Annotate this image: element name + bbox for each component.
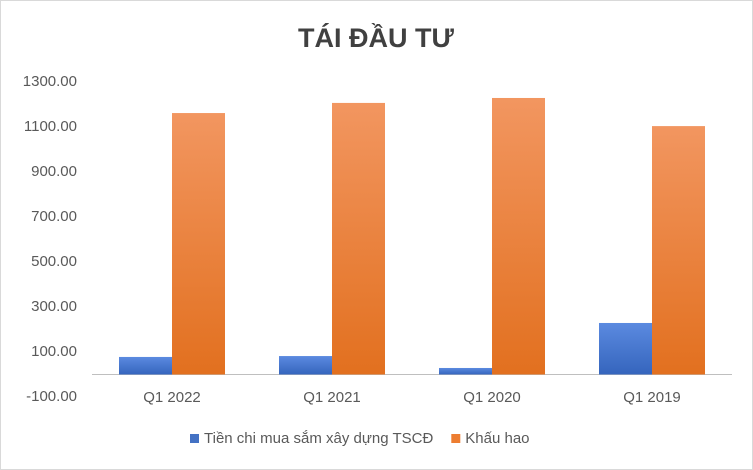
y-tick-label: 1300.00 <box>23 73 77 90</box>
bar <box>492 97 545 375</box>
y-tick-label: 700.00 <box>31 208 77 225</box>
bar <box>652 126 705 375</box>
bar <box>332 102 385 375</box>
legend-label: Khấu hao <box>465 430 529 447</box>
x-tick-label: Q1 2022 <box>143 389 201 406</box>
y-tick-label: 100.00 <box>31 343 77 360</box>
x-tick-label: Q1 2020 <box>463 389 521 406</box>
legend-swatch <box>451 434 461 443</box>
bar <box>439 367 492 375</box>
bar <box>172 113 225 375</box>
legend-label: Tiền chi mua sắm xây dựng TSCĐ <box>204 430 433 447</box>
x-tick-label: Q1 2019 <box>623 389 681 406</box>
y-tick-label: 900.00 <box>31 163 77 180</box>
bar <box>119 356 172 375</box>
x-tick-label: Q1 2021 <box>303 389 361 406</box>
chart-title: TÁI ĐẦU TƯ <box>298 22 454 53</box>
y-tick-label: 500.00 <box>31 253 77 270</box>
bar <box>279 356 332 375</box>
legend-swatch <box>190 434 199 443</box>
y-tick-label: 1100.00 <box>24 118 77 135</box>
y-tick-label: 300.00 <box>31 298 77 315</box>
y-tick-label: -100.00 <box>26 388 77 405</box>
bar <box>599 322 652 375</box>
